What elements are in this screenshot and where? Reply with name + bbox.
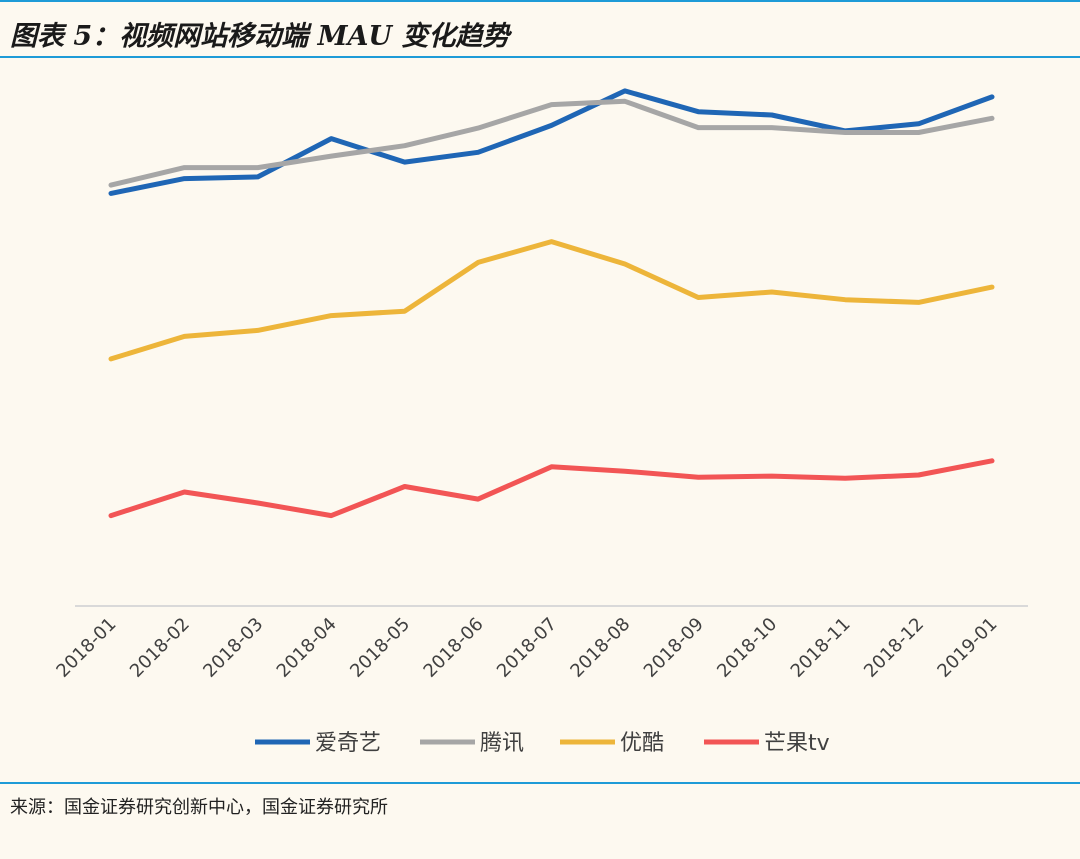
legend-label: 芒果tv bbox=[764, 731, 830, 756]
x-tick-labels: 2018-01 2018-02 2018-03 2018-04 2018-05 2018-… bbox=[52, 614, 1001, 682]
legend: 爱奇艺 腾讯 优酷 芒果tv bbox=[255, 731, 830, 756]
x-tick-label: 2018-09 bbox=[640, 614, 708, 682]
series-line-2 bbox=[108, 239, 995, 362]
x-tick-label: 2018-11 bbox=[787, 614, 855, 682]
x-tick-label: 2018-03 bbox=[199, 614, 267, 682]
x-tick-label: 2018-04 bbox=[273, 614, 341, 682]
x-tick-label: 2018-08 bbox=[566, 614, 634, 682]
x-tick-label: 2018-05 bbox=[346, 614, 414, 682]
x-tick-label: 2018-12 bbox=[860, 614, 928, 682]
x-tick-label: 2018-07 bbox=[493, 614, 561, 682]
legend-label: 优酷 bbox=[620, 731, 664, 756]
chart-title: 图表 5：视频网站移动端 MAU 变化趋势 bbox=[10, 21, 510, 52]
title-bar: 图表 5：视频网站移动端 MAU 变化趋势 bbox=[0, 0, 1080, 58]
legend-label: 爱奇艺 bbox=[315, 731, 381, 756]
source-divider bbox=[0, 782, 1080, 785]
series-line-1 bbox=[108, 98, 995, 188]
x-tick-label: 2018-02 bbox=[126, 614, 194, 682]
x-tick-label: 2018-01 bbox=[52, 614, 120, 682]
x-tick-label: 2018-10 bbox=[713, 614, 781, 682]
series-line-3 bbox=[108, 458, 995, 519]
series-layer bbox=[108, 88, 995, 519]
source-note: 来源：国金证券研究创新中心，国金证券研究所 bbox=[10, 797, 388, 818]
x-tick-label: 2018-06 bbox=[420, 614, 488, 682]
line-chart: 2018-01 2018-02 2018-03 2018-04 2018-05 2018-… bbox=[52, 88, 1028, 756]
legend-label: 腾讯 bbox=[480, 731, 524, 756]
x-tick-label: 2019-01 bbox=[933, 614, 1001, 682]
